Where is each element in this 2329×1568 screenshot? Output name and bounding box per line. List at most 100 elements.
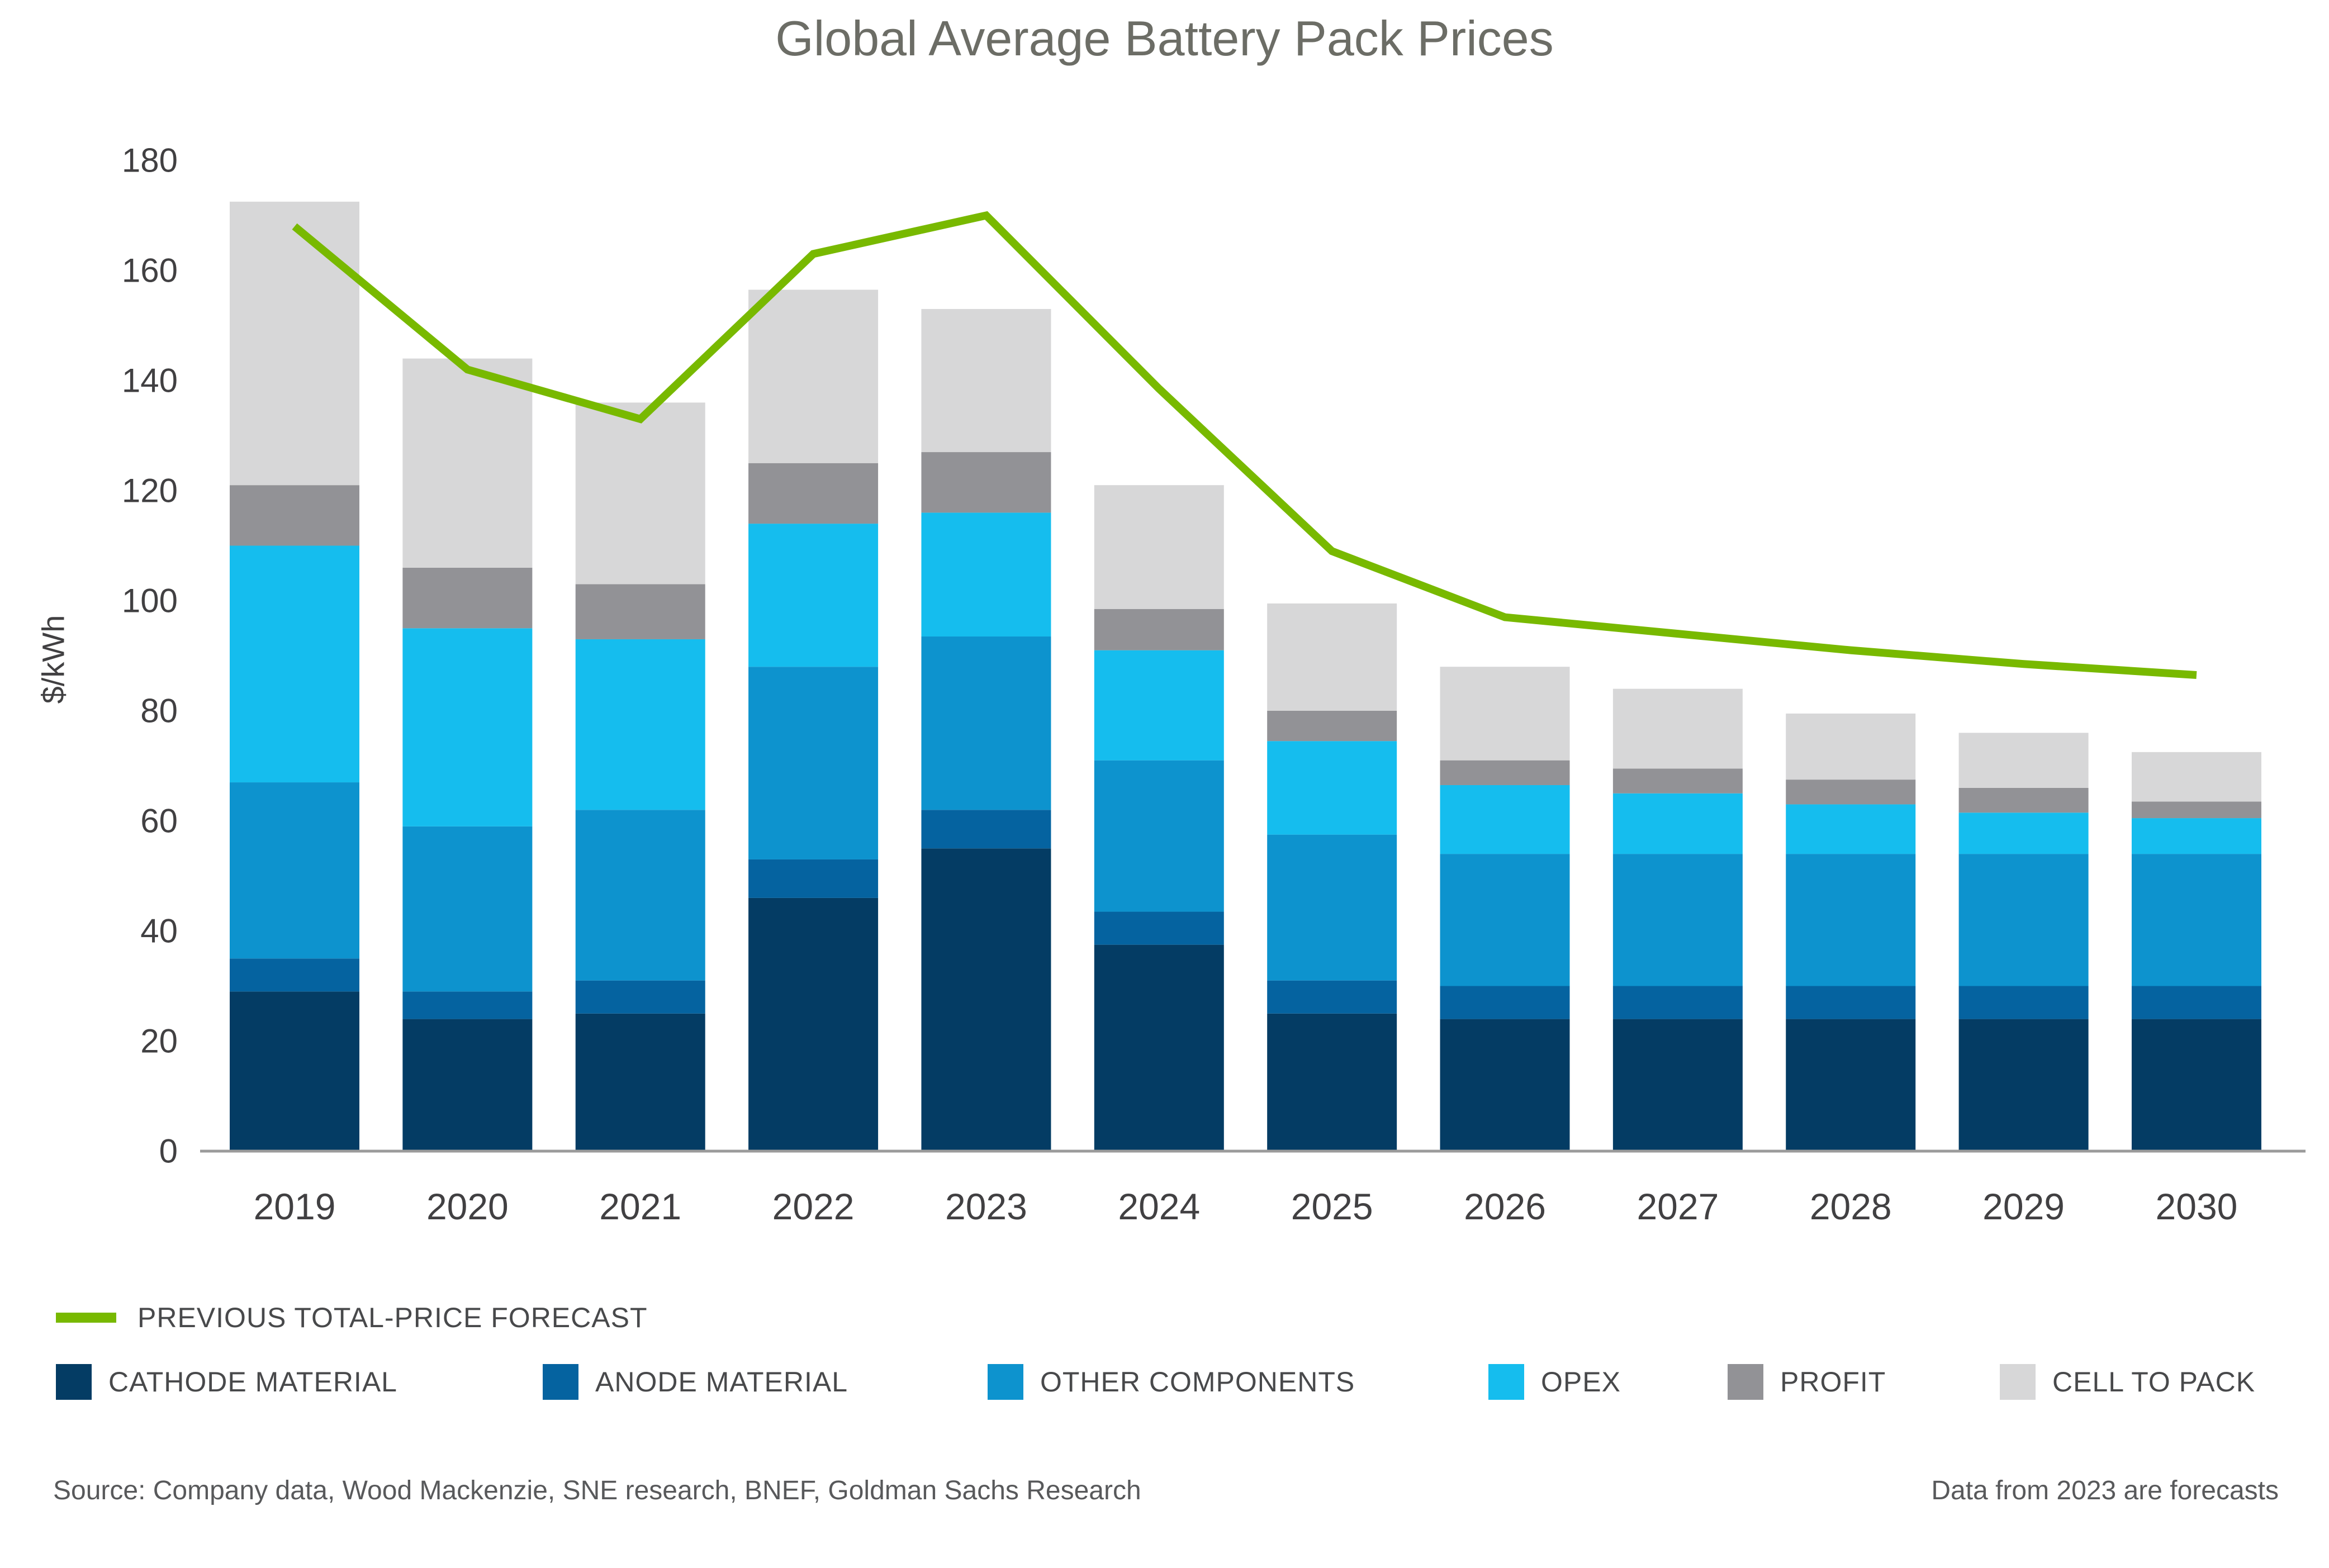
bar-segment-profit bbox=[1267, 711, 1397, 742]
bar-segment-cathode-material bbox=[230, 991, 359, 1151]
legend-item-anode-material: ANODE MATERIAL bbox=[543, 1363, 848, 1400]
x-axis-year-label: 2024 bbox=[1118, 1186, 1200, 1227]
legend-label: OTHER COMPONENTS bbox=[1040, 1366, 1355, 1398]
y-tick-label: 160 bbox=[122, 252, 178, 289]
legend-label: CELL TO PACK bbox=[2052, 1366, 2256, 1398]
bar-segment-opex bbox=[1612, 793, 1743, 854]
x-axis-year-label: 2029 bbox=[1982, 1186, 2065, 1227]
x-axis-year-label: 2022 bbox=[772, 1186, 855, 1227]
x-axis-year-label: 2019 bbox=[254, 1186, 336, 1227]
bar-segment-profit bbox=[1094, 609, 1224, 650]
x-axis-year-label: 2026 bbox=[1464, 1186, 1546, 1227]
y-tick-label: 40 bbox=[140, 913, 178, 950]
legend-swatch-anode-material bbox=[543, 1364, 578, 1400]
bar-segment-profit bbox=[575, 584, 705, 639]
legend-item-opex: OPEX bbox=[1488, 1363, 1621, 1400]
bar-segment-opex bbox=[1786, 804, 1916, 854]
bar-segment-other-components bbox=[1094, 760, 1224, 912]
bar-segment-cathode-material bbox=[1094, 944, 1224, 1151]
bar-segment-cell-to-pack bbox=[1440, 667, 1570, 761]
bar-segment-cell-to-pack bbox=[2131, 752, 2261, 802]
bar-segment-other-components bbox=[748, 667, 879, 859]
bar-segment-cathode-material bbox=[1267, 1013, 1397, 1151]
x-axis-year-label: 2020 bbox=[426, 1186, 509, 1227]
bar-segment-anode-material bbox=[230, 958, 359, 992]
bar-segment-cell-to-pack bbox=[1958, 733, 2089, 788]
y-axis-title: $/kWh bbox=[36, 615, 71, 704]
bar-segment-cathode-material bbox=[402, 1019, 533, 1151]
legend-label: OPEX bbox=[1541, 1366, 1621, 1398]
bar-segment-cathode-material bbox=[1612, 1019, 1743, 1151]
y-tick-label: 100 bbox=[122, 582, 178, 620]
bar-segment-cell-to-pack bbox=[921, 308, 1051, 453]
y-tick-label: 0 bbox=[159, 1133, 178, 1170]
bar-segment-cell-to-pack bbox=[748, 289, 879, 463]
bar-segment-cathode-material bbox=[1958, 1019, 2089, 1151]
legend-row-series: CATHODE MATERIAL ANODE MATERIAL OTHER COMP… bbox=[0, 1363, 2329, 1403]
forecast-line-label: PREVIOUS TOTAL-PRICE FORECAST bbox=[137, 1302, 648, 1333]
bar-segment-opex bbox=[402, 628, 533, 826]
x-axis-year-label: 2023 bbox=[945, 1186, 1027, 1227]
bar-segment-cell-to-pack bbox=[1786, 713, 1916, 780]
bar-segment-other-components bbox=[1440, 854, 1570, 986]
x-axis-year-label: 2027 bbox=[1637, 1186, 1719, 1227]
bar-segment-opex bbox=[1958, 812, 2089, 854]
y-tick-label: 80 bbox=[140, 692, 178, 730]
bar-segment-cell-to-pack bbox=[230, 201, 359, 486]
bar-segment-cell-to-pack bbox=[402, 358, 533, 568]
bar-segment-anode-material bbox=[1094, 911, 1224, 945]
legend-item-other-components: OTHER COMPONENTS bbox=[988, 1363, 1355, 1400]
legend-swatch-cell-to-pack bbox=[2000, 1364, 2036, 1400]
bar-segment-cathode-material bbox=[2131, 1019, 2261, 1151]
legend-swatch-other-components bbox=[988, 1364, 1023, 1400]
bar-segment-other-components bbox=[230, 782, 359, 959]
x-axis-year-label: 2028 bbox=[1810, 1186, 1892, 1227]
bar-segment-anode-material bbox=[1958, 986, 2089, 1019]
bar-segment-cell-to-pack bbox=[1612, 688, 1743, 769]
bar-segment-cell-to-pack bbox=[575, 402, 705, 585]
forecast-note-text: Data from 2023 are forecasts bbox=[1931, 1476, 2279, 1505]
bar-segment-other-components bbox=[1612, 854, 1743, 986]
bar-segment-anode-material bbox=[1440, 986, 1570, 1019]
bar-segment-other-components bbox=[1958, 854, 2089, 986]
bar-segment-opex bbox=[921, 512, 1051, 637]
bar-segment-other-components bbox=[402, 826, 533, 992]
legend-swatch-cathode-material bbox=[56, 1364, 92, 1400]
bar-segment-profit bbox=[1786, 780, 1916, 805]
bar-segment-profit bbox=[1440, 760, 1570, 785]
legend-swatch-opex bbox=[1488, 1364, 1524, 1400]
x-axis-year-label: 2021 bbox=[599, 1186, 681, 1227]
bar-segment-anode-material bbox=[1267, 980, 1397, 1014]
legend-item-cell-to-pack: CELL TO PACK bbox=[2000, 1363, 2255, 1400]
legend-item-profit: PROFIT bbox=[1728, 1363, 1886, 1400]
previous-forecast-line bbox=[292, 211, 2197, 679]
bar-segment-anode-material bbox=[1786, 986, 1916, 1019]
legend-label: ANODE MATERIAL bbox=[595, 1366, 848, 1398]
bar-segment-opex bbox=[575, 639, 705, 810]
legend-label: CATHODE MATERIAL bbox=[108, 1366, 397, 1398]
bar-segment-anode-material bbox=[402, 991, 533, 1019]
bar-segment-opex bbox=[230, 545, 359, 783]
bar-segment-other-components bbox=[921, 636, 1051, 810]
bar-segment-anode-material bbox=[1612, 986, 1743, 1019]
bar-segment-profit bbox=[402, 567, 533, 629]
legend-swatch-profit bbox=[1728, 1364, 1763, 1400]
bar-segment-opex bbox=[1094, 650, 1224, 761]
bar-segment-opex bbox=[2131, 818, 2261, 854]
bar-segment-cathode-material bbox=[1786, 1019, 1916, 1151]
bar-segment-other-components bbox=[2131, 854, 2261, 986]
bar-segment-cell-to-pack bbox=[1094, 485, 1224, 609]
bar-segment-opex bbox=[1440, 785, 1570, 854]
bar-segment-cell-to-pack bbox=[1267, 603, 1397, 711]
bar-segment-cathode-material bbox=[575, 1013, 705, 1151]
bar-segment-anode-material bbox=[575, 980, 705, 1014]
bar-segment-profit bbox=[2131, 801, 2261, 819]
bar-segment-opex bbox=[748, 524, 879, 667]
bar-segment-opex bbox=[1267, 741, 1397, 835]
bar-segment-cathode-material bbox=[1440, 1019, 1570, 1151]
bar-segment-profit bbox=[1612, 768, 1743, 793]
y-tick-label: 180 bbox=[122, 142, 178, 179]
y-tick-label: 120 bbox=[122, 472, 178, 510]
